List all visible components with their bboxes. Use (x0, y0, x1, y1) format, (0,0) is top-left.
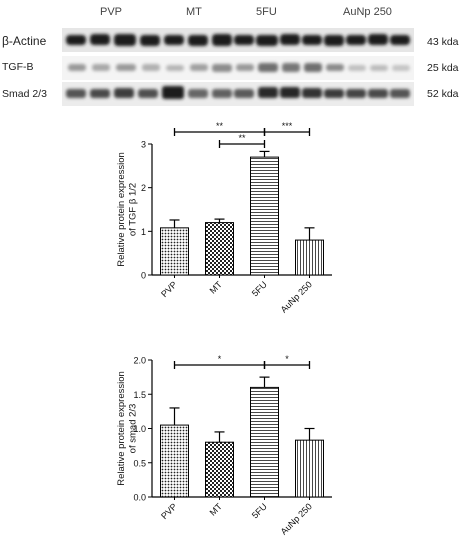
blot-row-label-actin: β-Actine (2, 34, 47, 48)
x-tick-label: PVP (159, 501, 179, 521)
significance-label: ** (216, 121, 224, 131)
bar (250, 156, 279, 276)
actin-band (234, 35, 254, 45)
blot-row-size-actin: 43 kda (427, 36, 459, 48)
significance-label: * (285, 354, 289, 364)
tgfb-band (392, 65, 410, 71)
smad-band (234, 89, 254, 98)
tgfb-band (166, 65, 184, 71)
x-tick-label: MT (208, 501, 225, 518)
blot-group-label-5fu: 5FU (256, 6, 277, 18)
blot-group-label-aunp: AuNp 250 (343, 6, 392, 18)
smad-bar-chart: 0.0 0.5 1.0 1.5 2.0 Relative protein expressi… (116, 354, 332, 537)
bar (295, 439, 324, 498)
smad-band (138, 89, 158, 98)
y-tick-label: 0.5 (133, 458, 146, 468)
y-tick-label: 2.0 (133, 356, 146, 366)
tgfb-band (190, 64, 208, 71)
blot-group-label-pvp: PVP (100, 6, 123, 18)
tgfb-band (92, 64, 110, 71)
actin-band (324, 35, 344, 46)
smad-band (90, 89, 110, 98)
tgfb-band (348, 65, 366, 71)
smad-band (212, 89, 232, 98)
significance-label: ** (238, 133, 246, 143)
y-tick-label: 1.5 (133, 390, 146, 400)
actin-band (188, 35, 208, 46)
y-tick-label: 3 (141, 140, 146, 150)
smad-band (302, 88, 322, 98)
actin-band (280, 34, 300, 45)
actin-band (346, 35, 366, 45)
actin-band (390, 35, 410, 45)
x-tick-label: 5FU (250, 501, 269, 520)
tgfb-band (142, 64, 160, 71)
y-axis-label: Relative protein expressionof TGF β 1/2 (116, 152, 139, 267)
tgfb-band (212, 64, 232, 72)
actin-band (164, 35, 184, 45)
tgfb-band (370, 65, 388, 71)
smad-band (346, 89, 366, 98)
significance-bracket (263, 128, 311, 136)
tgfb-band (236, 64, 254, 71)
significance-bracket (218, 140, 266, 148)
smad-band (280, 87, 300, 98)
blot-row-size-tgfb: 25 kda (427, 62, 459, 74)
y-tick-label: 2 (141, 183, 146, 193)
blot-row-label-tgfb: TGF-B (2, 61, 34, 73)
x-tick-label: AuNp 250 (279, 279, 314, 314)
smad-band (368, 89, 388, 98)
actin-band (140, 35, 160, 46)
x-tick-label: MT (208, 279, 225, 296)
x-tick-label: 5FU (250, 279, 269, 298)
y-axis-label: Relative protein expressionof smad 2/3 (116, 371, 139, 486)
actin-band (212, 34, 232, 46)
tgfb-band (258, 63, 278, 72)
bar (160, 227, 189, 276)
significance-bracket (263, 361, 311, 369)
tgfb-band (326, 64, 344, 71)
actin-band (114, 34, 136, 46)
actin-band (368, 34, 388, 45)
significance-label: * (218, 354, 222, 364)
actin-band (90, 34, 110, 45)
y-tick-label: 0.0 (133, 493, 146, 503)
tgfb-band (304, 63, 322, 72)
bar (205, 441, 234, 498)
smad-band (162, 86, 184, 99)
significance-label: *** (282, 121, 293, 131)
bar (160, 424, 189, 498)
bar (205, 222, 234, 276)
x-tick-label: PVP (159, 279, 179, 299)
smad-band (258, 87, 278, 98)
blot-row-size-smad: 52 kda (427, 88, 459, 100)
actin-band (256, 35, 278, 46)
y-tick-label: 1.0 (133, 424, 146, 434)
x-tick-label: AuNp 250 (279, 501, 314, 536)
blot-group-label-mt: MT (186, 6, 202, 18)
actin-band (66, 35, 86, 45)
y-tick-label: 1 (141, 227, 146, 237)
smad-band (188, 89, 208, 98)
smad-band (114, 88, 134, 98)
y-tick-label: 0 (141, 271, 146, 281)
smad-band (324, 89, 344, 98)
bar (295, 239, 324, 276)
actin-band (302, 35, 322, 45)
tgfb-band (68, 64, 86, 71)
tgfb-band (116, 64, 136, 71)
smad-band (66, 89, 86, 98)
blot-row-label-smad: Smad 2/3 (2, 88, 47, 100)
bar (250, 386, 279, 498)
tgfb-band (282, 63, 300, 72)
blot-image (62, 28, 414, 106)
smad-band (390, 89, 410, 98)
